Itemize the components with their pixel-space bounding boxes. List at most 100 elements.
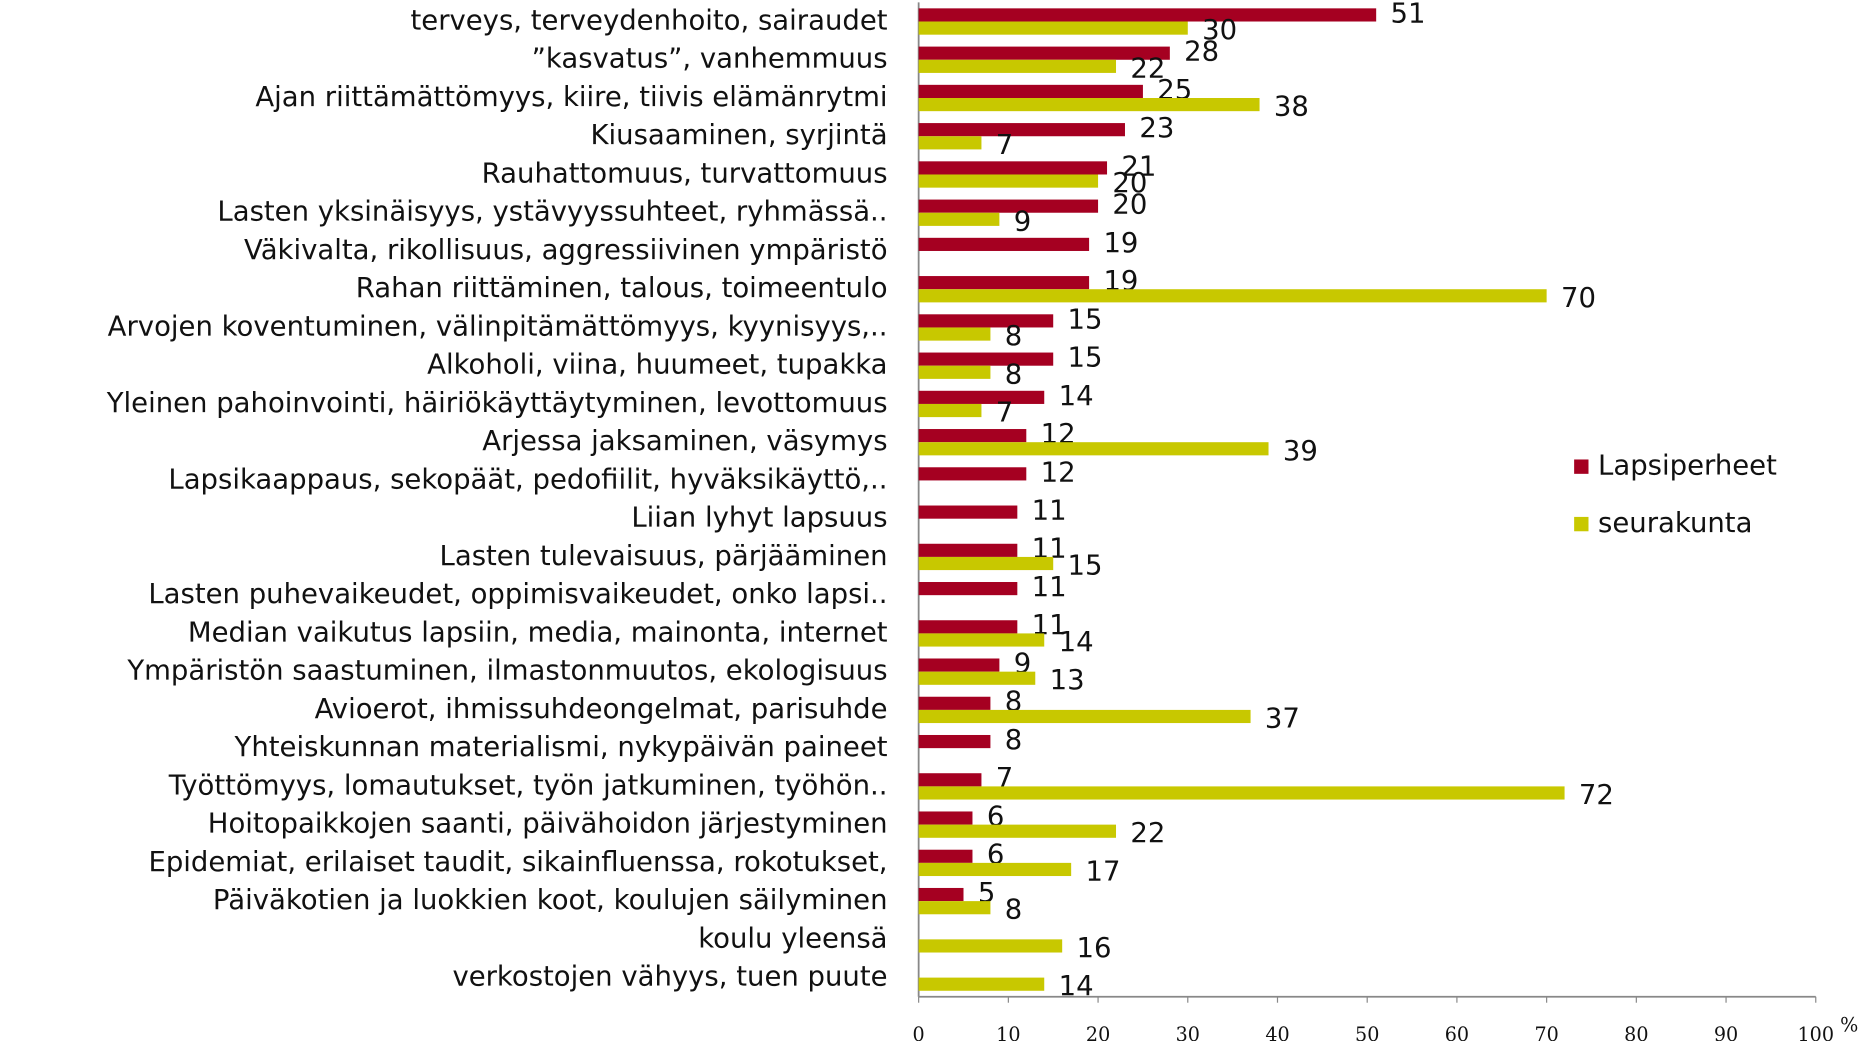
bar xyxy=(918,671,1036,685)
legend-label: seurakunta xyxy=(1598,507,1752,539)
bar xyxy=(918,633,1045,647)
category-label: Rahan riittäminen, talous, toimeentulo xyxy=(356,272,888,304)
value-label: 9 xyxy=(1014,205,1031,237)
bar xyxy=(918,327,991,341)
x-tick-label: 30 xyxy=(1176,1023,1200,1041)
value-label: 15 xyxy=(1068,342,1103,374)
category-label: Yhteiskunnan materialismi, nykypäivän pa… xyxy=(234,731,888,763)
category-label: Kiusaaminen, syrjintä xyxy=(591,119,888,151)
bar xyxy=(918,862,1072,877)
bar xyxy=(918,658,1000,672)
x-tick-label: 50 xyxy=(1355,1023,1379,1041)
x-tick-label: 90 xyxy=(1714,1023,1738,1041)
bar xyxy=(918,390,1045,404)
bar xyxy=(918,21,1188,35)
bar xyxy=(918,773,982,787)
x-tick-label: 0 xyxy=(913,1023,925,1041)
category-label: Arvojen koventuminen, välinpitämättömyys… xyxy=(108,310,888,342)
bar xyxy=(918,98,1260,112)
x-tick-label: 100 xyxy=(1798,1023,1835,1041)
bar xyxy=(918,84,1143,99)
category-label: Lasten tulevaisuus, pärjääminen xyxy=(440,540,888,572)
value-label: 21 xyxy=(1121,150,1156,182)
value-label: 30 xyxy=(1202,14,1237,46)
bar xyxy=(918,403,982,418)
category-label: Alkoholi, viina, huumeet, tupakka xyxy=(427,349,887,381)
value-label: 12 xyxy=(1041,456,1076,488)
value-label: 70 xyxy=(1561,282,1596,314)
bar xyxy=(918,977,1045,991)
x-tick-label: 70 xyxy=(1534,1023,1558,1041)
bar xyxy=(918,556,1054,571)
value-label: 22 xyxy=(1130,52,1165,84)
value-label: 6 xyxy=(987,839,1004,871)
value-label: 11 xyxy=(1032,495,1067,527)
bar xyxy=(918,811,973,825)
bar xyxy=(918,161,1108,175)
value-label: 19 xyxy=(1103,227,1138,259)
bar xyxy=(918,237,1090,251)
category-label: Ajan riittämättömyys, kiire, tiivis eläm… xyxy=(255,81,887,113)
value-label: 38 xyxy=(1274,91,1309,123)
value-label: 51 xyxy=(1391,0,1426,29)
bar xyxy=(918,734,991,749)
bar xyxy=(918,289,1547,303)
bar xyxy=(918,849,973,863)
bar xyxy=(918,199,1099,213)
category-label: Avioerot, ihmissuhdeongelmat, parisuhde xyxy=(315,693,888,725)
bar xyxy=(918,467,1027,481)
x-tick-label: 80 xyxy=(1624,1023,1648,1041)
value-label: 13 xyxy=(1050,664,1085,696)
value-label: 8 xyxy=(1005,724,1022,756)
bar xyxy=(918,505,1018,519)
category-label: Lasten puhevaikeudet, oppimisvaikeudet, … xyxy=(148,578,887,610)
value-label: 8 xyxy=(1005,358,1022,390)
legend-swatch xyxy=(1574,459,1589,474)
bar xyxy=(918,620,1018,634)
category-label: Lasten yksinäisyys, ystävyyssuhteet, ryh… xyxy=(217,196,887,228)
category-label: Yleinen pahoinvointi, häiriökäyttäytymin… xyxy=(106,387,888,419)
value-label: 14 xyxy=(1059,626,1094,658)
category-label: verkostojen vähyys, tuen puute xyxy=(452,961,887,993)
bar xyxy=(918,314,1054,328)
bar xyxy=(918,59,1117,73)
x-tick-label: 60 xyxy=(1445,1023,1469,1041)
value-label: 7 xyxy=(996,762,1013,794)
x-tick-label: 40 xyxy=(1265,1023,1289,1041)
bar xyxy=(918,46,1170,60)
category-label: Epidemiat, erilaiset taudit, sikainfluen… xyxy=(148,846,887,878)
bar xyxy=(918,429,1027,443)
x-tick-label: 20 xyxy=(1086,1023,1110,1041)
bar xyxy=(918,543,1018,557)
value-label: 14 xyxy=(1059,380,1094,412)
bar xyxy=(918,786,1565,800)
value-label: 23 xyxy=(1139,112,1174,144)
value-label: 20 xyxy=(1112,189,1147,221)
category-label: Ympäristön saastuminen, ilmastonmuutos, … xyxy=(126,655,887,687)
value-label: 20 xyxy=(1112,167,1147,199)
bar xyxy=(918,887,964,902)
bar xyxy=(918,352,1054,366)
category-label: Rauhattomuus, turvattomuus xyxy=(482,157,888,189)
value-label: 72 xyxy=(1579,779,1614,811)
bar xyxy=(918,276,1090,290)
value-label: 7 xyxy=(996,397,1013,429)
value-label: 17 xyxy=(1086,855,1121,887)
bar xyxy=(918,709,1251,724)
value-label: 8 xyxy=(1005,686,1022,718)
value-label: 22 xyxy=(1130,817,1165,849)
value-label: 11 xyxy=(1032,571,1067,603)
category-label: Hoitopaikkojen saanti, päivähoidon järje… xyxy=(208,808,888,840)
category-label: Liian lyhyt lapsuus xyxy=(631,502,887,534)
value-label: 7 xyxy=(996,129,1013,161)
category-label: Arjessa jaksaminen, väsymys xyxy=(482,425,887,457)
value-label: 14 xyxy=(1059,970,1094,1002)
value-label: 28 xyxy=(1184,36,1219,68)
bar xyxy=(918,582,1018,596)
value-label: 5 xyxy=(978,877,995,909)
category-label: Työttömyys, lomautukset, työn jatkuminen… xyxy=(168,769,888,801)
bar xyxy=(918,212,1000,226)
category-label: koulu yleensä xyxy=(698,922,887,954)
bar xyxy=(918,136,982,150)
value-label: 39 xyxy=(1283,435,1318,467)
